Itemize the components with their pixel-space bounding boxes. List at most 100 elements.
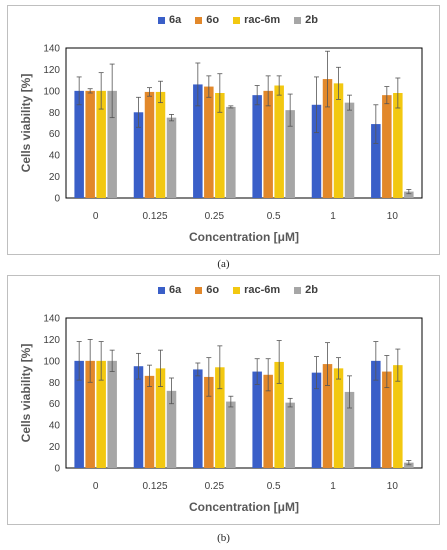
bar-rac-6m-0 <box>96 90 106 198</box>
legend-item-rac-6m: rac-6m <box>233 284 280 296</box>
legend-swatch <box>195 286 203 294</box>
bar-2b-0.5 <box>285 110 295 198</box>
y-axis-title: Cells viability [%] <box>19 344 33 443</box>
bar-rac-6m-0.25 <box>215 93 225 198</box>
bar-6o-0.25 <box>204 86 214 198</box>
y-tick-label: 80 <box>49 378 61 389</box>
x-tick-label: 1 <box>330 211 336 222</box>
bar-6o-0.5 <box>263 90 273 198</box>
bar-2b-1 <box>344 102 355 198</box>
bar-rac-6m-0.25 <box>215 367 225 468</box>
y-tick-label: 80 <box>49 108 61 119</box>
x-tick-label: 0.25 <box>205 481 225 492</box>
bar-6o-0 <box>85 90 95 198</box>
bar-rac-6m-10 <box>393 93 403 198</box>
legend-swatch <box>158 286 165 294</box>
bar-2b-1 <box>344 391 355 468</box>
bar-6o-1 <box>322 79 333 198</box>
x-tick-label: 10 <box>387 481 399 492</box>
y-axis-title: Cells viability [%] <box>19 74 33 173</box>
bar-6a-0.125 <box>133 366 144 468</box>
x-tick-label: 0.25 <box>205 211 225 222</box>
bar-6a-0.25 <box>193 369 203 468</box>
legend-item-2b: 2b <box>294 284 318 296</box>
y-tick-label: 60 <box>49 129 61 140</box>
x-tick-label: 0.125 <box>142 481 167 492</box>
legend-swatch <box>158 16 165 24</box>
legend-label: 6a <box>169 14 182 26</box>
bar-rac-6m-0 <box>96 360 106 468</box>
bar-rac-6m-0.5 <box>274 361 284 468</box>
x-tick-label: 0.5 <box>267 211 281 222</box>
legend-item-2b: 2b <box>294 14 318 26</box>
bar-2b-0 <box>107 360 117 468</box>
x-tick-label: 0 <box>93 481 99 492</box>
bar-6a-0.5 <box>252 95 262 198</box>
y-tick-label: 140 <box>43 44 60 55</box>
chart-a-svg: 0 20 40 60 80 100 120 140 0 0.125 0.25 0.5 1 10 Concen… <box>19 44 423 244</box>
bar-6o-0.125 <box>144 375 155 468</box>
legend-swatch <box>233 286 241 294</box>
legend-label: 6o <box>206 284 220 296</box>
legend-label: rac-6m <box>244 14 281 26</box>
y-tick-label: 100 <box>43 86 60 97</box>
bar-2b-0.125 <box>166 117 177 198</box>
bar-6o-0.5 <box>263 374 273 468</box>
bar-rac-6m-0.125 <box>155 368 166 468</box>
bar-6o-10 <box>382 371 392 468</box>
y-tick-label: 120 <box>43 65 60 76</box>
y-tick-label: 100 <box>43 356 60 367</box>
bar-rac-6m-1 <box>333 368 344 468</box>
x-tick-label: 0.125 <box>142 211 167 222</box>
bar-6o-0.25 <box>204 376 214 468</box>
panel-a-caption: (a) <box>217 258 230 270</box>
legend-swatch <box>294 286 302 294</box>
legend-item-6a: 6a <box>158 14 181 26</box>
bar-6o-0.125 <box>144 91 155 198</box>
y-tick-label: 40 <box>49 151 61 162</box>
legend-swatch <box>195 16 203 24</box>
bar-rac-6m-10 <box>393 365 403 468</box>
plot-frame <box>65 317 423 469</box>
bar-2b-0.125 <box>166 390 177 468</box>
bar-2b-0 <box>107 90 117 198</box>
y-tick-label: 60 <box>49 399 61 410</box>
bar-6a-0 <box>74 360 84 468</box>
bar-6a-1 <box>311 104 322 198</box>
bar-6a-10 <box>371 124 381 198</box>
y-tick-label: 0 <box>54 194 60 205</box>
y-tick-label: 20 <box>49 442 61 453</box>
x-tick-label: 10 <box>387 211 399 222</box>
bar-2b-0.25 <box>226 401 236 468</box>
x-tick-label: 1 <box>330 481 336 492</box>
legend-label: 2b <box>305 14 319 26</box>
bar-6a-0.125 <box>133 112 144 198</box>
chart-b-svg: 0 20 40 60 80 100 120 140 0 0.125 0.25 0.5 1 10 Concen… <box>19 314 423 514</box>
x-axis-title: Concentration [μM] <box>189 230 299 244</box>
legend-label: 2b <box>305 284 319 296</box>
y-tick-label: 140 <box>43 314 60 325</box>
bar-2b-0.25 <box>226 106 236 198</box>
legend-item-6o: 6o <box>195 284 219 296</box>
legend-label: 6o <box>206 14 220 26</box>
legend-label: 6a <box>169 284 182 296</box>
legend-item-6o: 6o <box>195 14 219 26</box>
bar-rac-6m-0.5 <box>274 85 284 198</box>
legend-swatch <box>233 16 241 24</box>
x-tick-label: 0 <box>93 211 99 222</box>
chart-panel-b: 0 20 40 60 80 100 120 140 0 0.125 0.25 0.5 1 10 Concen… <box>7 275 440 525</box>
y-tick-label: 0 <box>54 464 60 475</box>
bar-6a-1 <box>311 372 322 468</box>
bar-2b-0.5 <box>285 402 295 468</box>
x-axis-title: Concentration [μM] <box>189 500 299 514</box>
bar-6o-0 <box>85 360 95 468</box>
legend-item-rac-6m: rac-6m <box>233 14 280 26</box>
bar-6o-1 <box>322 364 333 468</box>
x-tick-label: 0.5 <box>267 481 281 492</box>
bar-6a-10 <box>371 360 381 468</box>
y-tick-label: 120 <box>43 335 60 346</box>
chart-b-legend: 6a 6o rac-6m 2b <box>158 284 318 296</box>
bar-6a-0.5 <box>252 371 262 468</box>
bar-rac-6m-0.125 <box>155 91 166 198</box>
bar-6a-0.25 <box>193 84 203 198</box>
